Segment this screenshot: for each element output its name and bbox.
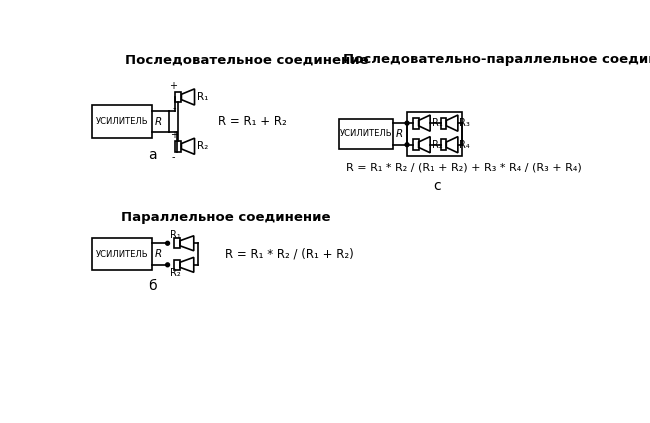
Text: R₁: R₁ xyxy=(170,230,181,240)
Text: УСИЛИТЕЛЬ: УСИЛИТЕЛЬ xyxy=(340,129,393,138)
Text: R₃: R₃ xyxy=(460,118,471,128)
Circle shape xyxy=(405,143,409,147)
Bar xyxy=(176,91,181,102)
Bar xyxy=(413,139,419,150)
Text: R = R₁ * R₂ / (R₁ + R₂) + R₃ * R₄ / (R₃ + R₄): R = R₁ * R₂ / (R₁ + R₂) + R₃ * R₄ / (R₃ … xyxy=(346,162,582,172)
Bar xyxy=(174,260,180,270)
Text: с: с xyxy=(434,179,441,192)
Text: -: - xyxy=(171,152,175,162)
Text: Последовательно-параллельное соединение: Последовательно-параллельное соединение xyxy=(343,53,650,66)
Text: R₁: R₁ xyxy=(432,118,443,128)
Text: R₁: R₁ xyxy=(197,92,208,102)
Text: +: + xyxy=(169,81,177,91)
Text: УСИЛИТЕЛЬ: УСИЛИТЕЛЬ xyxy=(96,250,148,258)
Text: R₂: R₂ xyxy=(170,268,181,278)
Text: R₂: R₂ xyxy=(432,140,443,150)
Text: а: а xyxy=(148,148,157,162)
Text: +: + xyxy=(170,130,179,140)
Circle shape xyxy=(405,121,409,125)
Bar xyxy=(92,105,152,138)
Text: R: R xyxy=(155,249,162,259)
Bar xyxy=(174,238,180,248)
Text: R: R xyxy=(155,117,162,126)
Text: УСИЛИТЕЛЬ: УСИЛИТЕЛЬ xyxy=(96,117,148,126)
Text: R₄: R₄ xyxy=(460,140,470,150)
Circle shape xyxy=(166,242,170,245)
Bar xyxy=(339,118,393,149)
Text: Последовательное соединение: Последовательное соединение xyxy=(125,53,369,66)
Text: Параллельное соединение: Параллельное соединение xyxy=(122,211,331,224)
Bar xyxy=(441,139,447,150)
Text: -: - xyxy=(173,103,176,113)
Text: б: б xyxy=(148,279,157,293)
Text: R₂: R₂ xyxy=(197,141,208,151)
Bar xyxy=(441,118,447,129)
Text: R = R₁ + R₂: R = R₁ + R₂ xyxy=(218,115,287,128)
Bar xyxy=(176,141,181,151)
Bar xyxy=(92,238,152,270)
Bar xyxy=(407,112,463,156)
Text: R = R₁ * R₂ / (R₁ + R₂): R = R₁ * R₂ / (R₁ + R₂) xyxy=(226,247,354,261)
Bar xyxy=(413,118,419,129)
Text: R: R xyxy=(395,129,403,139)
Circle shape xyxy=(166,263,170,267)
